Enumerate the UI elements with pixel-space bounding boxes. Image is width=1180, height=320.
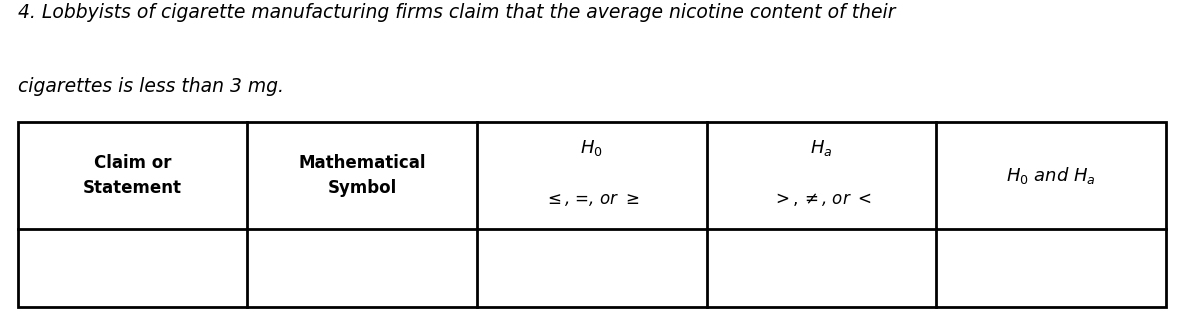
Text: 4. Lobbyists of cigarette manufacturing firms claim that the average nicotine co: 4. Lobbyists of cigarette manufacturing … xyxy=(18,3,896,22)
Text: $>, \neq$, or $<$: $>, \neq$, or $<$ xyxy=(772,190,871,208)
Text: $H_a$: $H_a$ xyxy=(811,138,833,158)
Text: $H_0$: $H_0$ xyxy=(581,138,603,158)
Text: Claim or
Statement: Claim or Statement xyxy=(83,154,182,197)
Text: cigarettes is less than 3 mg.: cigarettes is less than 3 mg. xyxy=(18,77,283,96)
Text: Mathematical
Symbol: Mathematical Symbol xyxy=(299,154,426,197)
Text: $H_0$ and $H_a$: $H_0$ and $H_a$ xyxy=(1007,165,1096,186)
Text: $\leq$, =, or $\geq$: $\leq$, =, or $\geq$ xyxy=(544,190,640,208)
